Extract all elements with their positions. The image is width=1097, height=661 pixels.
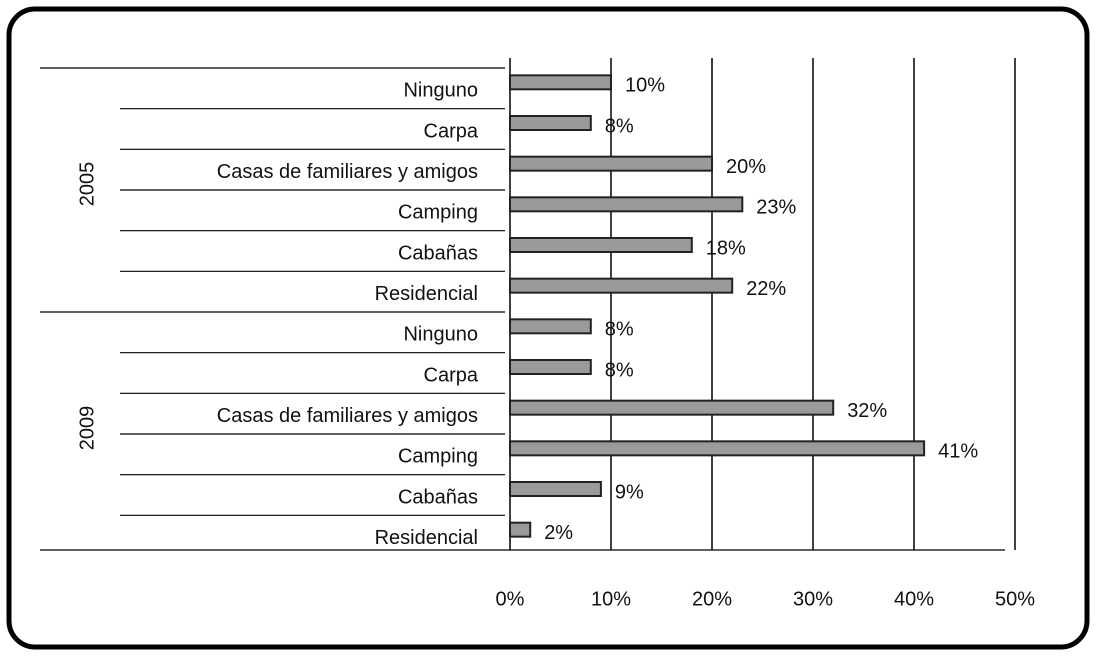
value-label: 32% xyxy=(847,400,887,422)
x-tick-label: 50% xyxy=(995,588,1035,610)
value-label: 18% xyxy=(706,237,746,259)
value-label: 8% xyxy=(605,115,634,137)
value-label: 8% xyxy=(605,319,634,341)
value-label: 2% xyxy=(544,522,573,544)
x-tick-label: 30% xyxy=(793,588,833,610)
bar xyxy=(509,521,532,538)
x-tick-label: 20% xyxy=(692,588,732,610)
category-label: Carpa xyxy=(424,364,479,386)
x-tick-label: 40% xyxy=(894,588,934,610)
category-label: Camping xyxy=(398,202,478,224)
category-label: Camping xyxy=(398,446,478,468)
bar xyxy=(509,359,592,375)
value-label: 9% xyxy=(615,481,644,503)
category-label: Residencial xyxy=(375,283,478,305)
bar xyxy=(509,155,713,172)
x-tick-label: 0% xyxy=(496,588,525,610)
bar xyxy=(509,74,612,91)
bar xyxy=(509,481,602,497)
value-label: 20% xyxy=(726,156,766,178)
bar xyxy=(509,318,592,335)
bar xyxy=(509,115,592,131)
bar xyxy=(509,440,926,457)
bar xyxy=(509,399,835,416)
bar xyxy=(509,277,734,294)
category-label: Cabañas xyxy=(398,242,478,264)
value-label: 22% xyxy=(746,278,786,300)
category-label: Ninguno xyxy=(403,80,478,102)
bar xyxy=(509,237,693,253)
category-label: Casas de familiares y amigos xyxy=(217,405,478,427)
category-label: Carpa xyxy=(424,120,479,142)
value-label: 10% xyxy=(625,75,665,97)
category-label: Cabañas xyxy=(398,486,478,508)
group-label: 2005 xyxy=(76,162,98,207)
value-label: 41% xyxy=(938,441,978,463)
category-label: Residencial xyxy=(375,527,478,549)
bar xyxy=(509,196,744,213)
category-label: Casas de familiares y amigos xyxy=(217,161,478,183)
value-label: 8% xyxy=(605,359,634,381)
category-label: Ninguno xyxy=(403,324,478,346)
x-tick-label: 10% xyxy=(591,588,631,610)
group-label: 2009 xyxy=(76,406,98,451)
value-label: 23% xyxy=(756,197,796,219)
